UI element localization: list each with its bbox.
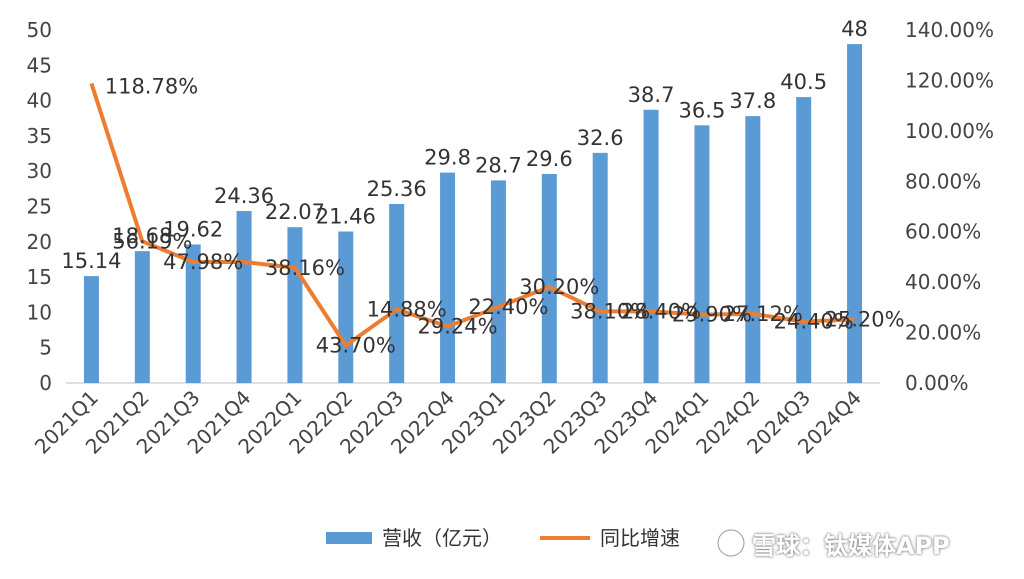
y-right-tick-label: 60.00% [905, 220, 981, 244]
legend-label-bar: 营收（亿元） [382, 526, 502, 550]
bar-data-label: 24.36 [214, 184, 274, 208]
line-data-label: 14.88% [367, 297, 447, 321]
bar [694, 125, 710, 383]
line-data-label: 118.78% [105, 75, 198, 99]
bar-data-label: 29.6 [526, 147, 573, 171]
line-data-label: 30.20% [519, 275, 599, 299]
line-data-label: 25.20% [825, 307, 905, 331]
line-data-label: 47.98% [163, 250, 243, 274]
bar-data-label: 18.68 [112, 224, 172, 248]
line-data-label: 22.40% [468, 295, 548, 319]
y-left-tick-label: 20 [27, 230, 52, 254]
bar-data-label: 21.46 [316, 204, 376, 228]
bar-data-label: 38.7 [628, 83, 675, 107]
bar [83, 276, 99, 383]
growth-line [89, 82, 855, 348]
bar [134, 251, 150, 383]
line-data-label: 38.10% [570, 299, 650, 323]
watermark-text: 雪球：钛媒体APP [752, 532, 950, 560]
bar [847, 44, 863, 384]
line-data-label: 43.70% [316, 333, 396, 357]
bar [185, 244, 201, 383]
bar [389, 203, 405, 383]
y-right-tick-label: 0.00% [905, 371, 969, 395]
line-data-label: 29.24% [418, 315, 498, 339]
bar-data-label: 32.6 [577, 126, 624, 150]
y-left-tick-label: 35 [27, 124, 52, 148]
bar-data-label: 19.62 [163, 217, 223, 241]
bar [592, 152, 608, 383]
y-left-tick-label: 30 [27, 159, 52, 183]
y-right-tick-label: 140.00% [905, 18, 994, 42]
legend-label-line: 同比增速 [600, 526, 680, 550]
y-right-tick-label: 40.00% [905, 270, 981, 294]
y-left-tick-label: 25 [27, 195, 52, 219]
line-data-label: 27.12% [723, 302, 803, 326]
y-left-tick-label: 10 [27, 300, 52, 324]
bar-data-label: 48 [841, 17, 868, 41]
snowball-logo-icon [716, 528, 746, 558]
y-left-tick-label: 40 [27, 89, 52, 113]
bar [236, 211, 252, 383]
legend-swatch-bar [326, 532, 372, 544]
y-right-tick-label: 20.00% [905, 321, 981, 345]
y-left-tick-label: 50 [27, 18, 52, 42]
bar [490, 180, 506, 383]
bar [338, 231, 354, 383]
line-data-label: 56.19% [112, 229, 192, 253]
y-right-tick-label: 120.00% [905, 68, 994, 92]
bar-data-label: 37.8 [729, 89, 776, 113]
y-left-tick-label: 0 [39, 371, 52, 395]
y-left-tick-label: 15 [27, 265, 52, 289]
bar-data-label: 29.8 [424, 146, 471, 170]
bar [643, 109, 659, 383]
y-left-tick-label: 45 [27, 53, 52, 77]
y-right-tick-label: 80.00% [905, 169, 981, 193]
bar [796, 97, 812, 383]
line-data-label: 24.40% [774, 309, 854, 333]
bar-data-label: 40.5 [780, 70, 827, 94]
bar-data-label: 22.07 [265, 200, 325, 224]
bar [287, 227, 303, 383]
bar-data-label: 28.7 [475, 153, 522, 177]
line-data-label: 29.90% [672, 303, 752, 327]
y-left-tick-label: 5 [39, 336, 52, 360]
line-data-label: 38.16% [265, 256, 345, 280]
bar [541, 174, 557, 383]
bar [440, 172, 456, 383]
bar [745, 116, 761, 383]
bar-data-label: 15.14 [61, 249, 121, 273]
line-data-label: 28.40% [621, 299, 701, 323]
bar-data-label: 36.5 [679, 98, 726, 122]
bar-data-label: 25.36 [367, 177, 427, 201]
y-right-tick-label: 100.00% [905, 119, 994, 143]
